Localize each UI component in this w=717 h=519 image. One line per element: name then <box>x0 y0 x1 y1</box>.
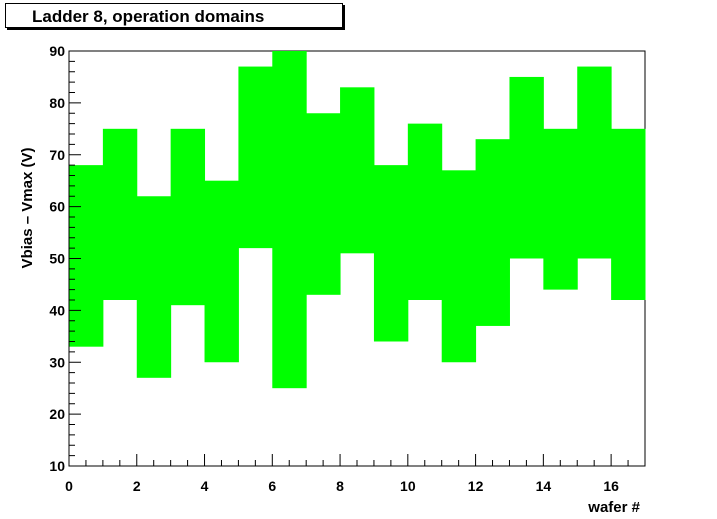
bar-wafer-8 <box>340 87 375 254</box>
bar-group <box>69 51 646 389</box>
y-tick-label-80: 80 <box>49 95 65 111</box>
bar-wafer-7 <box>306 113 341 295</box>
y-tick-label-70: 70 <box>49 147 65 163</box>
y-tick-label-90: 90 <box>49 43 65 59</box>
x-axis-title: wafer # <box>587 499 640 516</box>
x-tick-label-6: 6 <box>268 478 276 494</box>
bar-wafer-6 <box>272 51 307 389</box>
bar-wafer-12 <box>475 139 510 326</box>
x-tick-label-12: 12 <box>468 478 484 494</box>
y-tick-label-10: 10 <box>49 458 65 474</box>
y-tick-label-40: 40 <box>49 302 65 318</box>
x-tick-label-2: 2 <box>133 478 141 494</box>
chart-title: Ladder 8, operation domains <box>32 7 265 26</box>
bar-wafer-13 <box>509 76 544 259</box>
bar-wafer-2 <box>136 196 172 378</box>
x-tick-label-8: 8 <box>336 478 344 494</box>
x-tick-label-0: 0 <box>65 478 73 494</box>
bar-wafer-1 <box>102 128 138 300</box>
bar-wafer-9 <box>373 165 409 342</box>
y-axis-title: Vbias – Vmax (V) <box>19 148 36 269</box>
bar-wafer-11 <box>441 170 477 363</box>
y-tick-label-20: 20 <box>49 406 65 422</box>
bar-wafer-0 <box>69 165 104 347</box>
bar-wafer-14 <box>543 128 578 290</box>
bar-wafer-16 <box>611 128 646 300</box>
axes: 0 2 4 6 8 10 12 14 16 10 20 30 40 50 60 70 80 90 <box>49 43 646 494</box>
y-tick-label-60: 60 <box>49 199 65 215</box>
bar-wafer-10 <box>407 123 443 300</box>
bar-wafer-5 <box>238 66 273 249</box>
bar-wafer-3 <box>170 128 206 306</box>
chart-title-box: Ladder 8, operation domains <box>5 3 343 28</box>
x-tick-label-10: 10 <box>400 478 416 494</box>
x-tick-label-16: 16 <box>603 478 619 494</box>
y-tick-label-50: 50 <box>49 251 65 267</box>
x-tick-label-14: 14 <box>536 478 552 494</box>
y-tick-label-30: 30 <box>49 354 65 370</box>
bar-wafer-15 <box>577 66 612 259</box>
bar-wafer-4 <box>204 180 239 363</box>
x-tick-label-4: 4 <box>201 478 209 494</box>
